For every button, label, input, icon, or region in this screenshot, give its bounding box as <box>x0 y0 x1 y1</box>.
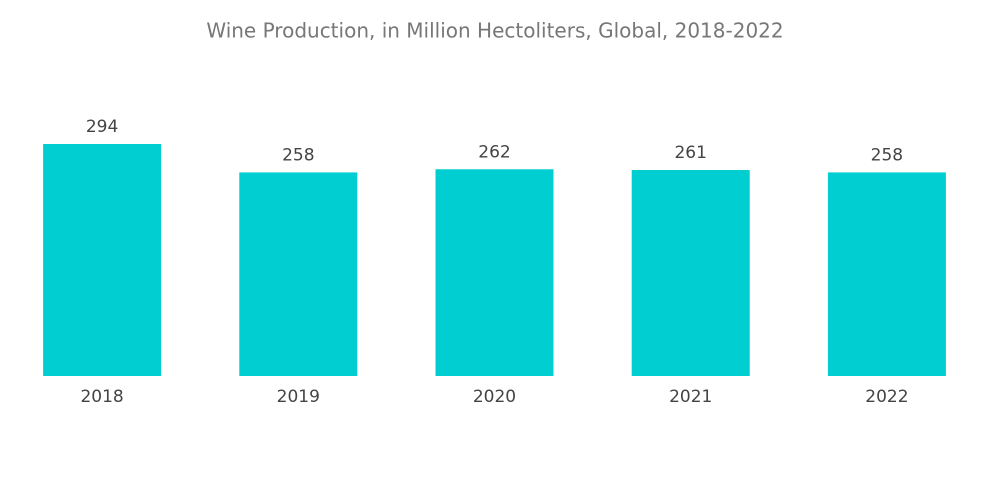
value-label: 262 <box>478 142 510 162</box>
value-label: 258 <box>282 145 314 165</box>
bar <box>435 169 554 376</box>
x-tick-label: 2021 <box>669 387 712 407</box>
x-tick-label: 2022 <box>865 387 908 407</box>
bar <box>827 172 946 376</box>
value-label: 261 <box>674 143 706 163</box>
value-label: 294 <box>86 117 118 137</box>
x-tick-label: 2018 <box>80 387 123 407</box>
bar <box>631 170 750 376</box>
x-tick-label: 2020 <box>473 387 516 407</box>
bar <box>43 144 162 376</box>
x-tick-label: 2019 <box>277 387 320 407</box>
chart-title: Wine Production, in Million Hectoliters,… <box>206 19 783 43</box>
value-label: 258 <box>871 145 903 165</box>
bar <box>239 172 358 376</box>
